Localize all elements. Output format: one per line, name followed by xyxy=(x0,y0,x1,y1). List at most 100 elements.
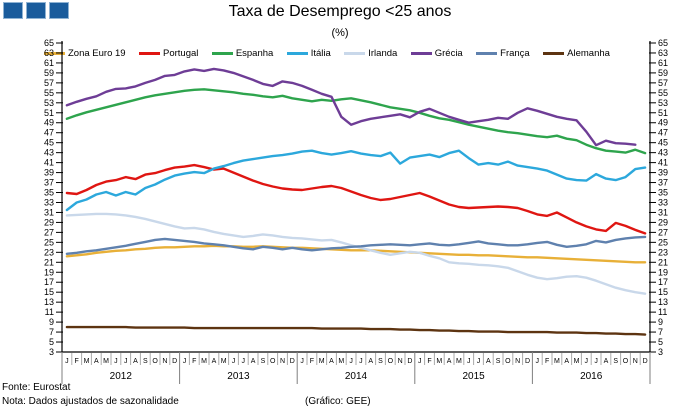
y-axis-label-left: 55 xyxy=(44,88,54,98)
month-label: A xyxy=(212,358,217,365)
credit-note: (Gráfico: GEE) xyxy=(305,396,371,407)
month-label: S xyxy=(496,358,501,365)
y-axis-label-right: 35 xyxy=(658,188,668,198)
y-axis-label-left: 7 xyxy=(49,327,54,337)
y-axis-label-left: 47 xyxy=(44,128,54,138)
month-label: J xyxy=(114,358,118,365)
month-label: A xyxy=(94,358,99,365)
month-label: A xyxy=(251,358,256,365)
legend-item-gr-cia: Grécia xyxy=(410,48,463,59)
month-label: O xyxy=(388,358,394,365)
y-axis-label-right: 59 xyxy=(658,68,668,78)
legend-label: Grécia xyxy=(434,48,463,59)
y-axis-label-left: 53 xyxy=(44,98,54,108)
month-label: D xyxy=(172,358,177,365)
y-axis-label-left: 3 xyxy=(49,347,54,357)
month-label: A xyxy=(564,358,569,365)
y-axis-label-right: 39 xyxy=(658,168,668,178)
y-axis-label-left: 45 xyxy=(44,138,54,148)
legend-swatch-icon xyxy=(211,52,233,55)
legend-item-espanha: Espanha xyxy=(211,48,273,59)
y-axis-label-right: 11 xyxy=(658,307,667,317)
logo-square-icon xyxy=(26,2,46,19)
y-axis-label-right: 19 xyxy=(658,267,668,277)
y-axis-label-right: 53 xyxy=(658,98,668,108)
legend-label: Portugal xyxy=(163,48,199,59)
month-label: J xyxy=(124,358,128,365)
month-label: D xyxy=(407,358,412,365)
y-axis-label-right: 57 xyxy=(658,78,668,88)
y-axis-label-left: 9 xyxy=(49,317,54,327)
legend-item-portugal: Portugal xyxy=(139,48,198,59)
y-axis-label-right: 33 xyxy=(658,197,668,207)
y-axis-label-left: 51 xyxy=(44,108,54,118)
month-label: S xyxy=(261,358,266,365)
y-axis-label-right: 17 xyxy=(658,277,668,287)
y-axis-label-left: 41 xyxy=(44,158,54,168)
y-axis-label-right: 63 xyxy=(658,48,668,58)
y-axis-label-right: 65 xyxy=(658,38,668,48)
year-label: 2014 xyxy=(345,371,368,382)
y-axis-label-left: 19 xyxy=(44,267,54,277)
y-axis-label-left: 57 xyxy=(44,78,54,88)
legend-label: Alemanha xyxy=(567,48,610,59)
y-axis-label-right: 41 xyxy=(658,158,668,168)
month-label: J xyxy=(242,358,246,365)
month-label: J xyxy=(594,358,598,365)
month-label: O xyxy=(623,358,629,365)
y-axis-label-right: 13 xyxy=(658,297,668,307)
y-axis-label-left: 39 xyxy=(44,168,54,178)
legend-item-it-lia: Itália xyxy=(286,48,331,59)
y-axis-label-right: 51 xyxy=(658,108,668,118)
year-label: 2016 xyxy=(580,371,603,382)
year-label: 2012 xyxy=(110,371,133,382)
y-axis-label-right: 9 xyxy=(658,317,663,327)
month-label: A xyxy=(133,358,138,365)
month-label: J xyxy=(467,358,471,365)
legend-swatch-icon xyxy=(139,52,160,55)
month-label: N xyxy=(515,358,520,365)
y-axis-label-left: 43 xyxy=(44,148,54,158)
legend-swatch-icon xyxy=(286,52,308,55)
month-label: N xyxy=(398,358,403,365)
month-label: A xyxy=(604,358,609,365)
legend-swatch-icon xyxy=(44,52,65,55)
legend-item-irlanda: Irlanda xyxy=(344,48,397,59)
month-label: D xyxy=(643,358,648,365)
y-axis-label-left: 29 xyxy=(44,217,54,227)
month-label: F xyxy=(545,358,549,365)
month-label: M xyxy=(456,358,462,365)
y-axis-label-left: 33 xyxy=(44,197,54,207)
legend-item-zona-euro-19: Zona Euro 19 xyxy=(44,48,126,59)
series-line-portugal xyxy=(65,163,647,235)
month-label: M xyxy=(574,358,580,365)
y-axis-label-right: 5 xyxy=(658,337,663,347)
month-label: F xyxy=(192,358,196,365)
month-label: F xyxy=(310,358,314,365)
series-line-irlanda xyxy=(65,212,647,295)
y-axis-label-right: 15 xyxy=(658,287,668,297)
month-label: F xyxy=(427,358,431,365)
series-line-espanha xyxy=(65,88,647,155)
month-label: S xyxy=(613,358,618,365)
y-axis-label-left: 5 xyxy=(49,337,54,347)
legend-label: França xyxy=(500,48,530,59)
y-axis-label-right: 27 xyxy=(658,227,668,237)
y-axis-label-left: 13 xyxy=(44,297,54,307)
chart-title: Taxa de Desemprego <25 anos xyxy=(228,3,452,20)
logo-square-icon xyxy=(3,2,23,19)
legend-swatch-icon xyxy=(543,52,565,55)
y-axis-label-left: 65 xyxy=(44,38,54,48)
series-line-gr-cia xyxy=(65,67,637,147)
month-label: O xyxy=(505,358,511,365)
month-label: M xyxy=(84,358,90,365)
month-label: O xyxy=(270,358,276,365)
month-label: A xyxy=(368,358,373,365)
month-label: A xyxy=(329,358,334,365)
y-axis-label-right: 43 xyxy=(658,148,668,158)
month-label: A xyxy=(447,358,452,365)
y-axis-label-left: 63 xyxy=(44,48,54,58)
y-axis-label-right: 47 xyxy=(658,128,668,138)
month-label: M xyxy=(319,358,325,365)
